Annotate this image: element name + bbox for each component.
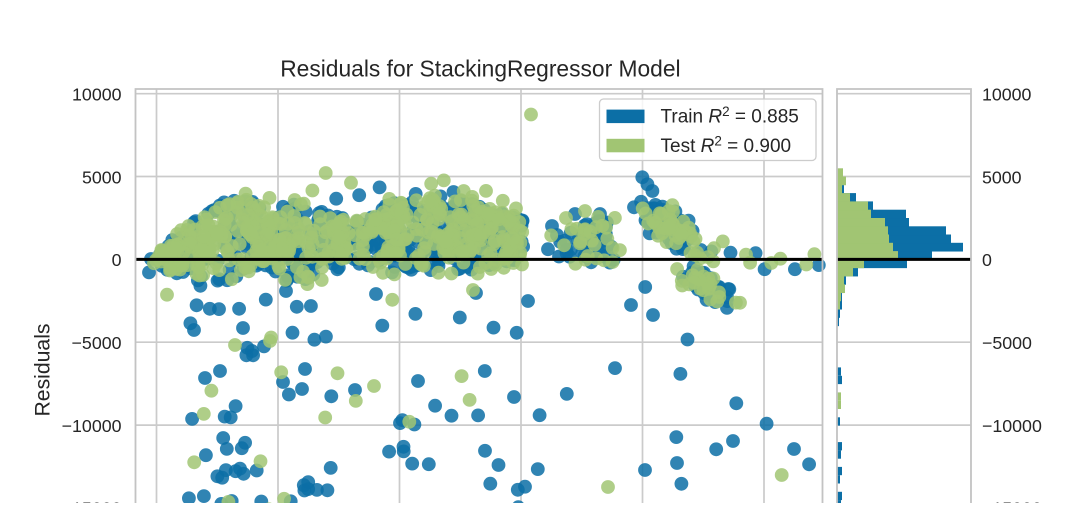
svg-text:−10000: −10000 bbox=[982, 416, 1042, 436]
svg-text:−15000: −15000 bbox=[62, 499, 122, 503]
svg-text:Residuals: Residuals bbox=[31, 323, 54, 416]
svg-text:Test R2 = 0.900: Test R2 = 0.900 bbox=[661, 133, 792, 157]
svg-text:−5000: −5000 bbox=[72, 333, 122, 353]
svg-text:5000: 5000 bbox=[982, 167, 1022, 187]
svg-text:0: 0 bbox=[982, 250, 992, 270]
svg-text:10000: 10000 bbox=[72, 85, 122, 105]
svg-text:Residuals for StackingRegresso: Residuals for StackingRegressor Model bbox=[280, 56, 680, 82]
svg-text:Train R2 = 0.885: Train R2 = 0.885 bbox=[661, 104, 799, 128]
svg-text:10000: 10000 bbox=[982, 85, 1032, 105]
svg-text:0: 0 bbox=[112, 250, 122, 270]
svg-text:−10000: −10000 bbox=[62, 416, 122, 436]
svg-text:5000: 5000 bbox=[82, 167, 122, 187]
svg-text:−5000: −5000 bbox=[982, 333, 1032, 353]
svg-text:−15000: −15000 bbox=[982, 499, 1042, 503]
